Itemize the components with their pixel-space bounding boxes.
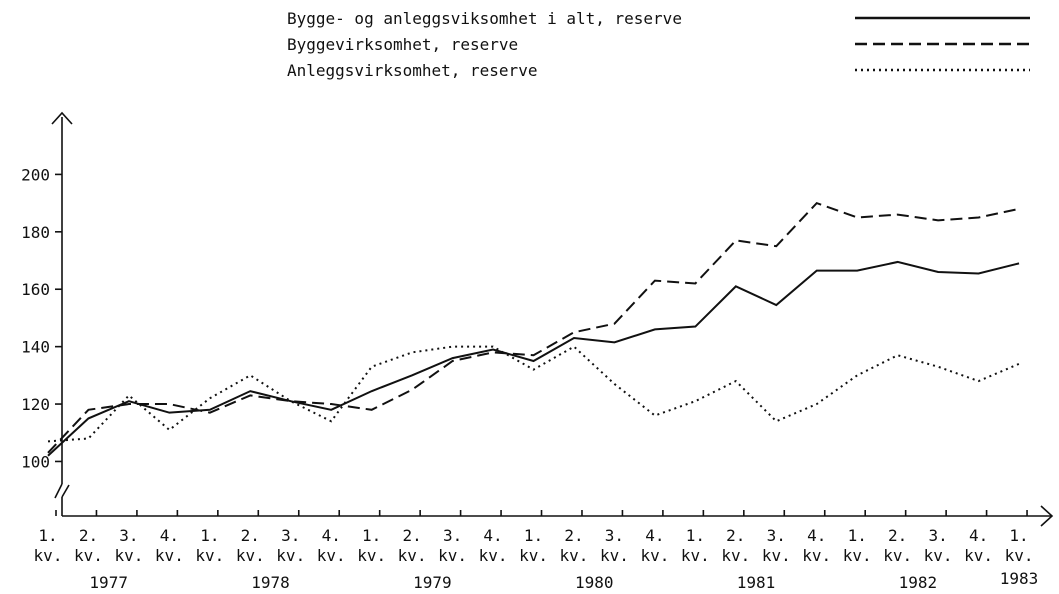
series-line bbox=[47, 260, 1020, 457]
x-tick-label: 3. kv. bbox=[276, 526, 305, 565]
series-line bbox=[47, 345, 1020, 443]
x-tick-label: 1. kv. bbox=[195, 526, 224, 565]
x-tick-label: 1. kv. bbox=[1005, 526, 1034, 565]
x-tick-label: 3. kv. bbox=[924, 526, 953, 565]
y-tick-label: 160 bbox=[21, 280, 50, 299]
year-label: 1978 bbox=[251, 573, 290, 592]
x-tick-label: 4. kv. bbox=[479, 526, 508, 565]
x-tick-label: 2. kv. bbox=[74, 526, 103, 565]
x-tick-label: 4. kv. bbox=[317, 526, 346, 565]
x-tick-label: 1. kv. bbox=[843, 526, 872, 565]
x-tick-label: 4. kv. bbox=[155, 526, 184, 565]
x-tick-label: 3. kv. bbox=[600, 526, 629, 565]
x-tick-label: 4. kv. bbox=[640, 526, 669, 565]
x-tick-label: 1. kv. bbox=[34, 526, 63, 565]
x-tick-label: 3. kv. bbox=[438, 526, 467, 565]
x-tick-label: 3. kv. bbox=[114, 526, 143, 565]
year-label: 1979 bbox=[413, 573, 452, 592]
legend-label: Anleggsvirksomhet, reserve bbox=[287, 61, 537, 80]
x-tick-label: 2. kv. bbox=[560, 526, 589, 565]
axis-break bbox=[54, 483, 70, 499]
y-axis-arrow bbox=[51, 111, 73, 125]
x-tick-label: 1. kv. bbox=[681, 526, 710, 565]
x-tick-label: 4. kv. bbox=[964, 526, 993, 565]
x-tick-label: 1. kv. bbox=[357, 526, 386, 565]
x-tick-label: 4. kv. bbox=[802, 526, 831, 565]
x-tick-label: 2. kv. bbox=[721, 526, 750, 565]
x-axis-arrow bbox=[1040, 505, 1054, 527]
y-tick-label: 140 bbox=[21, 338, 50, 357]
x-tick-label: 3. kv. bbox=[762, 526, 791, 565]
legend-label: Bygge- og anleggsviksomhet i alt, reserv… bbox=[287, 9, 682, 28]
x-tick-label: 2. kv. bbox=[883, 526, 912, 565]
series-line bbox=[47, 201, 1020, 454]
y-tick-label: 120 bbox=[21, 395, 50, 414]
y-tick-label: 200 bbox=[21, 165, 50, 184]
year-label: 1983 bbox=[1000, 569, 1039, 588]
y-tick-label: 180 bbox=[21, 223, 50, 242]
year-label: 1981 bbox=[737, 573, 776, 592]
year-label: 1980 bbox=[575, 573, 614, 592]
x-tick-label: 2. kv. bbox=[236, 526, 265, 565]
legend-label: Byggevirksomhet, reserve bbox=[287, 35, 518, 54]
x-tick-label: 1. kv. bbox=[519, 526, 548, 565]
y-tick-label: 100 bbox=[21, 452, 50, 471]
year-label: 1977 bbox=[89, 573, 128, 592]
x-tick-label: 2. kv. bbox=[398, 526, 427, 565]
year-label: 1982 bbox=[899, 573, 938, 592]
